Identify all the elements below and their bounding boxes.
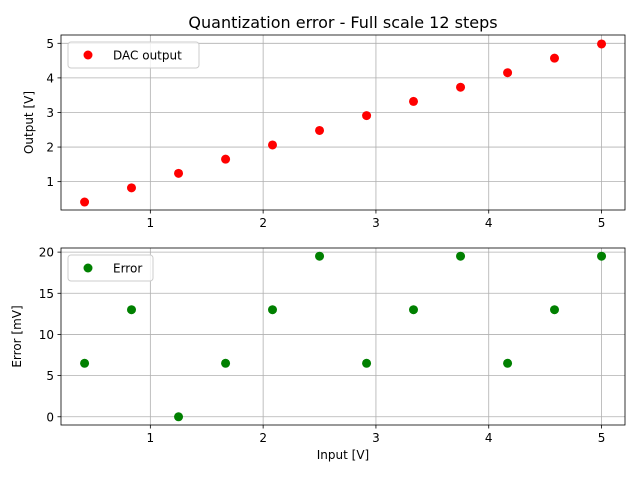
data-point: [456, 82, 466, 92]
x-tick-label: 1: [147, 216, 155, 230]
x-tick-label: 3: [372, 216, 380, 230]
y-tick-label: 0: [46, 410, 54, 424]
y-tick-label: 5: [46, 37, 54, 51]
data-point: [174, 412, 184, 422]
data-point: [127, 183, 136, 193]
axes-frame: [60, 34, 626, 211]
data-point: [221, 358, 231, 368]
legend-marker: [83, 263, 93, 273]
y-tick-label: 3: [46, 106, 54, 120]
y-tick-label: 2: [46, 141, 54, 155]
legend-marker: [83, 50, 93, 60]
data-point: [268, 140, 277, 150]
x-tick-label: 3: [372, 431, 380, 445]
chart-title: Quantization error - Full scale 12 steps: [188, 13, 497, 32]
x-axis-label: Input [V]: [317, 448, 369, 462]
data-point: [268, 305, 277, 315]
data-point: [174, 168, 184, 178]
chart-panel-2: 1 2 3 4 5 0 5 10 15 20 Error [mV] Input [V] Error: [10, 246, 626, 462]
y-tick-label: 4: [46, 71, 54, 85]
data-point: [127, 305, 136, 315]
x-tick-label: 4: [485, 431, 493, 445]
x-tick-label: 4: [485, 216, 493, 230]
data-point: [315, 125, 325, 135]
legend-box: [67, 41, 200, 69]
y-axis-label: Error [mV]: [10, 305, 24, 367]
data-point: [362, 111, 372, 121]
data-point: [80, 358, 90, 368]
x-tick-label: 5: [598, 216, 606, 230]
data-point: [597, 39, 607, 49]
data-point: [221, 154, 231, 164]
y-tick-label: 15: [39, 287, 54, 301]
legend-box: [67, 254, 154, 282]
x-tick-label: 2: [259, 431, 267, 445]
legend-label: Error: [113, 262, 142, 276]
data-point: [597, 251, 607, 261]
y-tick-label: 5: [46, 369, 54, 383]
data-point: [362, 358, 372, 368]
y-tick-label: 10: [39, 328, 54, 342]
data-point: [550, 53, 559, 63]
chart-panel-1: 1 2 3 4 5 1 2 3 4 5 Output [V] DAC output: [22, 34, 626, 230]
plot-area: [61, 248, 625, 425]
data-point: [409, 305, 418, 315]
x-tick-label: 5: [598, 431, 606, 445]
data-point: [315, 251, 325, 261]
legend: Error: [67, 254, 154, 282]
legend: DAC output: [67, 41, 200, 69]
data-point: [80, 197, 90, 207]
x-tick-label: 2: [259, 216, 267, 230]
x-tick-label: 1: [147, 431, 155, 445]
data-point: [503, 358, 513, 368]
data-point: [409, 96, 418, 106]
data-point: [503, 68, 513, 78]
y-axis-label: Output [V]: [22, 91, 36, 154]
legend-label: DAC output: [113, 49, 182, 63]
y-tick-label: 20: [39, 246, 54, 260]
data-point: [456, 251, 466, 261]
data-point: [550, 305, 559, 315]
axes-frame: [60, 247, 626, 426]
y-tick-label: 1: [46, 175, 54, 189]
